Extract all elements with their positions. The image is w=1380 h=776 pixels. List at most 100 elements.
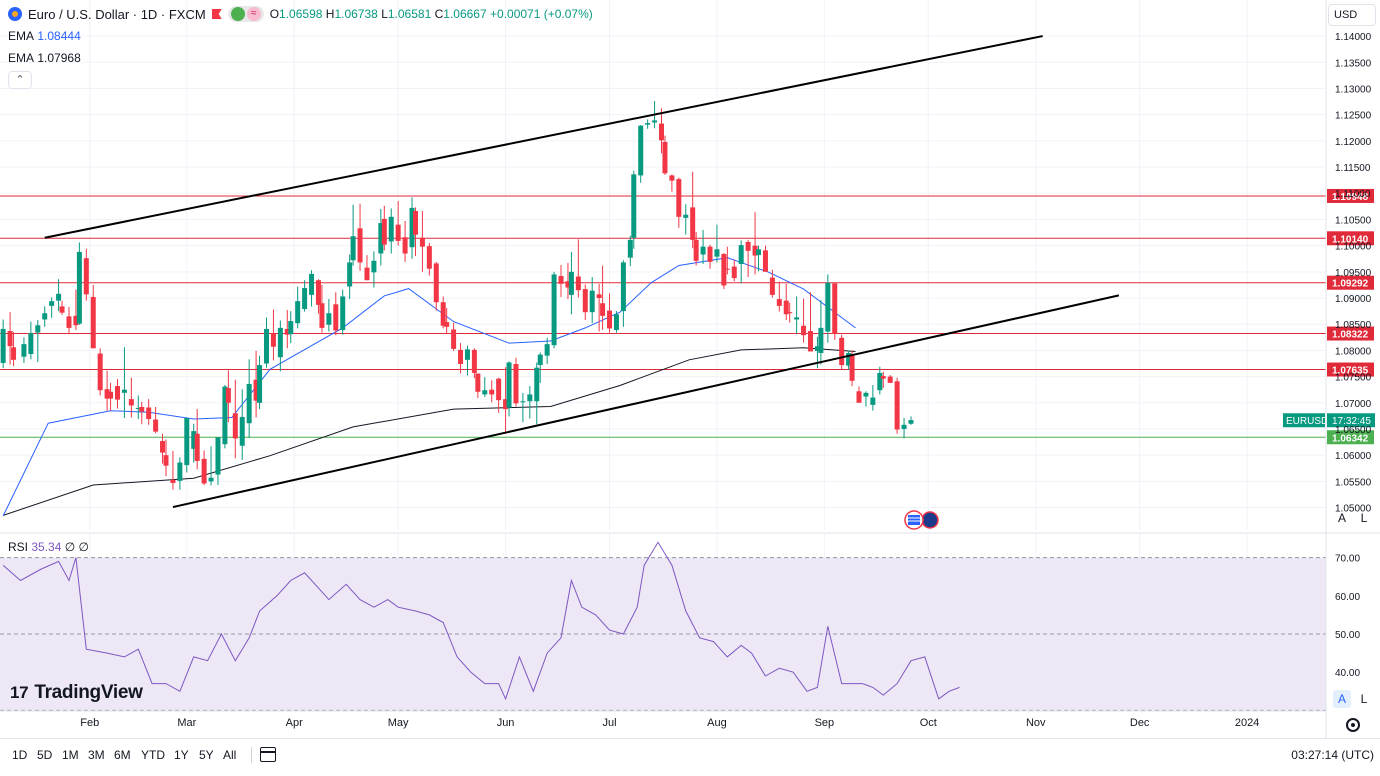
range-3m[interactable]: 3M — [88, 748, 105, 762]
candle-body — [97, 353, 103, 391]
range-1d[interactable]: 1D — [12, 748, 28, 762]
candle — [7, 312, 13, 365]
range-5y[interactable]: 5Y — [199, 748, 214, 762]
price-tick-label: 1.13500 — [1335, 58, 1372, 69]
candle — [894, 377, 900, 434]
candle — [0, 319, 6, 369]
flag-icon[interactable] — [211, 9, 222, 19]
time-tick-label: Apr — [286, 717, 303, 729]
currency-pair-icon — [8, 7, 22, 21]
candle — [49, 297, 55, 318]
time-tick-label: Mar — [177, 717, 196, 729]
candle — [56, 279, 62, 312]
candle-body — [475, 373, 481, 392]
calendar-goto-icon[interactable] — [260, 747, 276, 762]
candle-body — [419, 237, 425, 247]
candle-body — [513, 364, 519, 404]
candle-body — [659, 123, 664, 141]
candle-body — [613, 314, 619, 330]
price-tick-label: 1.05000 — [1335, 504, 1372, 515]
candle — [426, 243, 432, 276]
candle-body — [870, 397, 876, 405]
collapse-legend-button[interactable]: ⌃ — [8, 71, 32, 89]
tradingview-logo[interactable]: 17 TradingView — [10, 682, 143, 703]
candle-body — [776, 299, 782, 306]
range-ytd[interactable]: YTD — [141, 748, 165, 762]
candle-body — [302, 288, 308, 310]
range-all[interactable]: All — [223, 748, 237, 762]
candle-body — [395, 224, 401, 241]
candle — [284, 310, 290, 349]
candle-body — [582, 289, 588, 313]
candle-body — [738, 245, 744, 264]
candle — [419, 211, 425, 272]
candle-body — [170, 479, 176, 483]
price-level-badge — [1327, 275, 1374, 290]
visibility-toggle[interactable]: ≈ — [227, 6, 264, 22]
economic-events-icon[interactable] — [904, 510, 939, 530]
rsi-log-scale-button[interactable]: L — [1360, 692, 1368, 706]
candle-body — [66, 316, 72, 328]
candle-body — [232, 413, 238, 439]
candle-body — [496, 378, 502, 401]
candle-body — [745, 241, 751, 251]
candle — [856, 386, 862, 403]
price-tick-label: 1.12000 — [1335, 137, 1372, 148]
candle — [104, 370, 110, 411]
range-6m[interactable]: 6M — [114, 748, 131, 762]
rsi-legend[interactable]: RSI 35.34 ∅ ∅ — [8, 540, 89, 554]
utc-clock[interactable]: 03:27:14 (UTC) — [1291, 748, 1374, 762]
candle — [620, 260, 626, 327]
symbol-title[interactable]: Euro / U.S. Dollar · 1D · FXCM — [28, 6, 206, 22]
candle-body — [503, 399, 509, 410]
candle — [849, 350, 855, 387]
range-5d[interactable]: 5D — [37, 748, 53, 762]
auto-scale-button[interactable]: A — [1337, 511, 1346, 525]
log-scale-button[interactable]: L — [1360, 511, 1368, 525]
candle — [139, 401, 145, 425]
candle-body — [225, 388, 231, 403]
candle — [177, 457, 183, 490]
candle — [333, 292, 339, 336]
candle — [877, 366, 883, 395]
candle-body — [683, 214, 689, 218]
candle — [832, 283, 838, 340]
rsi-auto-scale-button[interactable]: A — [1333, 690, 1351, 708]
candle-body — [783, 300, 789, 315]
price-level-label: 1.10140 — [1332, 234, 1369, 245]
ema-200-legend[interactable]: EMA 1.07968 — [8, 51, 81, 65]
time-tick-label: Sep — [815, 717, 835, 729]
range-1m[interactable]: 1M — [62, 748, 79, 762]
candle — [669, 174, 675, 192]
candle-body — [669, 175, 675, 181]
candle-body — [177, 462, 183, 481]
candle-body — [471, 349, 477, 373]
candle-body — [277, 327, 283, 358]
candle — [544, 337, 550, 365]
candle-body — [253, 379, 259, 401]
candle-body — [326, 313, 332, 325]
ema-50-legend[interactable]: EMA 1.08444 — [8, 29, 81, 43]
candle-body — [28, 333, 34, 355]
candle-body — [35, 325, 41, 333]
candle — [676, 177, 682, 228]
candle-body — [239, 416, 245, 446]
settings-gear-icon[interactable] — [1346, 718, 1360, 732]
candle — [433, 261, 439, 311]
currency-selector[interactable]: USD — [1328, 4, 1376, 26]
countdown-badge — [1327, 413, 1375, 428]
candle-body — [402, 237, 408, 254]
price-level-badge — [1327, 326, 1374, 341]
candle-body — [284, 328, 290, 335]
candle — [402, 221, 408, 262]
candle — [170, 450, 176, 490]
candle — [475, 373, 481, 399]
price-level-label: 1.06342 — [1332, 433, 1369, 444]
candle — [901, 417, 907, 439]
candle-body — [652, 120, 658, 123]
price-tick-label: 1.06500 — [1335, 425, 1372, 436]
candle — [818, 300, 824, 365]
range-1y[interactable]: 1Y — [174, 748, 189, 762]
